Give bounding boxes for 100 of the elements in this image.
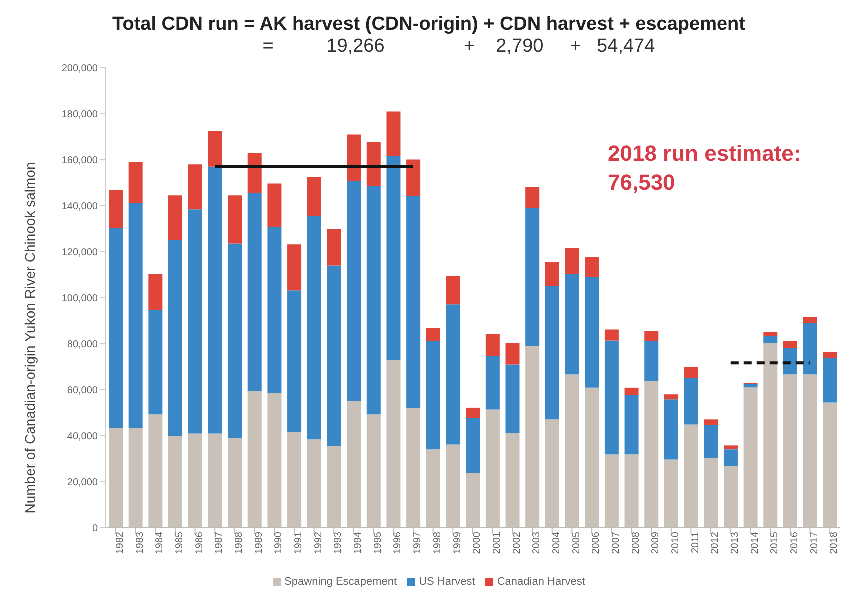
x-tick-label: 2002 [512, 532, 523, 554]
bar [724, 466, 738, 528]
bar [565, 374, 580, 528]
bar [109, 228, 123, 428]
legend-label: Spawning Escapement [284, 576, 398, 588]
bar [148, 414, 163, 528]
y-axis-title: Number of Canadian-origin Yukon River Chinook salmon [22, 162, 38, 514]
bar [644, 331, 659, 342]
bar [803, 317, 818, 324]
bar [366, 186, 381, 415]
x-tick-label: 2008 [630, 532, 642, 554]
bar [704, 458, 718, 528]
bar [188, 434, 202, 528]
x-tick-label: 2006 [591, 532, 602, 554]
bar [644, 381, 659, 528]
bar [624, 388, 639, 396]
bar [248, 391, 262, 528]
x-tick-label: 1990 [274, 532, 285, 554]
bar [783, 374, 798, 528]
bar [307, 177, 322, 216]
legend-label: Canadian Harvest [497, 576, 586, 588]
y-tick-label: 80,000 [67, 340, 98, 351]
bar [724, 450, 738, 466]
y-tick-label: 120,000 [62, 248, 98, 259]
x-tick-label: 2005 [571, 532, 582, 554]
bar [684, 378, 698, 425]
x-tick-label: 1992 [313, 532, 324, 554]
x-tick-label: 2015 [770, 532, 781, 554]
bar [526, 346, 540, 528]
bar [783, 348, 798, 375]
x-tick-label: 1997 [412, 532, 424, 554]
bar [406, 160, 421, 196]
x-tick-label: 1993 [333, 532, 344, 554]
x-tick-label: 1988 [234, 532, 246, 554]
y-tick-label: 180,000 [62, 110, 98, 121]
bar [565, 248, 580, 274]
bar [288, 244, 302, 291]
bar [307, 440, 322, 528]
bar [248, 153, 262, 194]
bar [327, 266, 342, 446]
bar [406, 196, 421, 408]
bar [704, 420, 718, 426]
x-tick-label: 1995 [372, 532, 384, 554]
bar [109, 190, 123, 228]
bar [823, 402, 838, 528]
bar [228, 244, 242, 438]
bar [366, 414, 381, 528]
x-tick-label: 1984 [154, 532, 166, 554]
legend-label: US Harvest [419, 576, 476, 588]
bar [386, 112, 401, 156]
bar [268, 184, 282, 228]
bar [604, 330, 619, 341]
chart-subtitle: = 19,266 + 2,790 + 54,474 [262, 36, 656, 58]
bar [764, 332, 778, 336]
bar [426, 341, 440, 450]
bar [168, 436, 183, 528]
bar [208, 131, 222, 167]
x-tick-label: 2004 [551, 532, 562, 554]
bar [466, 473, 480, 528]
x-tick-label: 1986 [194, 532, 206, 554]
bar [684, 424, 698, 528]
bar [545, 262, 560, 286]
bar [128, 428, 143, 528]
x-tick-label: 2013 [730, 532, 741, 554]
bar [506, 433, 520, 528]
y-tick-label: 0 [92, 524, 98, 535]
y-tick-label: 20,000 [67, 478, 98, 489]
bar [704, 425, 718, 458]
x-tick-label: 2001 [492, 532, 503, 554]
y-tick-label: 160,000 [62, 156, 98, 167]
bar [347, 134, 362, 182]
bar [644, 341, 659, 382]
bar [386, 156, 401, 361]
bar [664, 400, 678, 460]
x-tick-label: 1999 [452, 532, 464, 554]
x-tick-label: 2011 [690, 532, 702, 554]
x-tick-label: 1991 [294, 532, 305, 554]
bar [327, 229, 342, 266]
bar [128, 203, 143, 428]
bar [604, 454, 619, 528]
chart-title: Total CDN run = AK harvest (CDN-origin) + CDN harvest + escapement [112, 13, 746, 36]
bar [526, 187, 540, 208]
bar [803, 323, 818, 375]
bar [823, 352, 838, 358]
bar [545, 286, 560, 420]
bar [347, 181, 362, 402]
x-tick-label: 2012 [710, 532, 722, 554]
y-tick-label: 200,000 [62, 64, 98, 75]
bar [664, 460, 678, 528]
x-tick-label: 1987 [214, 532, 226, 554]
bar [109, 428, 123, 528]
x-tick-label: 1994 [353, 532, 364, 554]
x-tick-label: 2018 [829, 532, 840, 554]
bar [148, 274, 163, 310]
bar [585, 257, 600, 278]
bar [268, 227, 282, 393]
bar [446, 444, 460, 528]
bar [624, 395, 639, 455]
x-tick-label: 2009 [650, 532, 662, 554]
bar [188, 164, 202, 210]
